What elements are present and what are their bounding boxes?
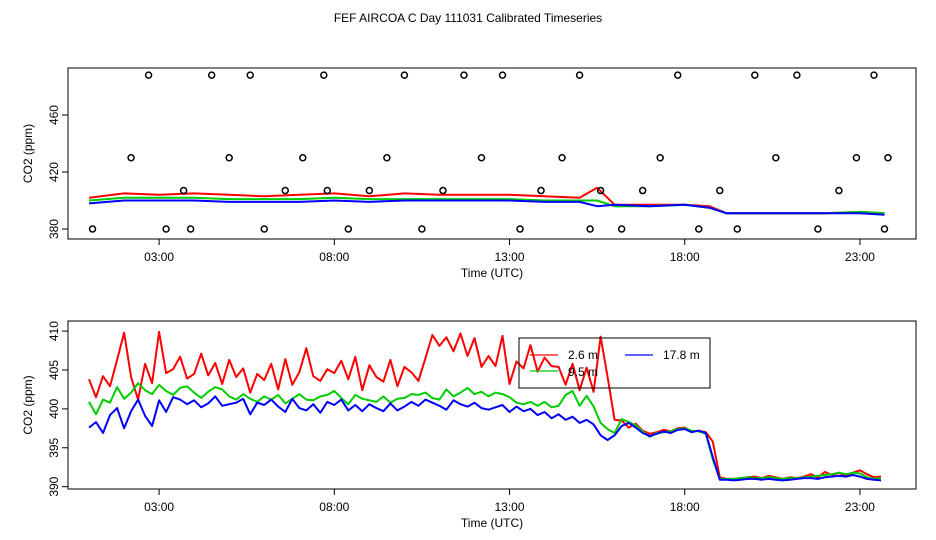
bottom-panel: 03:00 08:00 13:00 18:00 23:00 390 395 400 405 410… (21, 320, 917, 530)
calibration-point (733, 225, 742, 233)
y-tick-label: 395 (47, 437, 61, 457)
calibration-point (127, 154, 135, 162)
calibration-point (638, 186, 647, 195)
calibration-point (439, 186, 447, 195)
x-tick-label: 23:00 (845, 500, 875, 514)
calibration-point (884, 154, 892, 162)
calibration-point (852, 154, 861, 162)
legend-box (518, 337, 711, 389)
y-tick-label: 410 (47, 321, 61, 341)
calibration-point (144, 71, 153, 79)
x-tick-label: 18:00 (670, 500, 700, 514)
calibration-point (793, 71, 801, 79)
calibration-point (225, 154, 233, 162)
calibration-point (88, 225, 97, 233)
x-tick-label: 23:00 (845, 250, 875, 264)
calibration-point (207, 71, 216, 79)
calibration-point (323, 186, 332, 195)
calibration-point (477, 154, 486, 162)
legend-label: 2.6 m (568, 348, 598, 362)
y-tick-label: 400 (47, 399, 61, 419)
series-line-26m (88, 330, 882, 480)
calibration-point (673, 71, 682, 79)
calibration-point (575, 71, 584, 79)
calibration-point (586, 225, 594, 233)
calibration-point (498, 71, 507, 79)
plot-frame (67, 320, 917, 490)
calibration-point (814, 225, 822, 233)
calibration-point (246, 71, 254, 79)
x-tick-label: 13:00 (495, 250, 525, 264)
x-tick-label: 03:00 (144, 250, 174, 264)
calibration-point (418, 225, 426, 233)
calibration-point (400, 71, 409, 79)
y-tick-label: 380 (47, 219, 61, 239)
top-panel: 03:00 08:00 13:00 18:00 23:00 380 420 460 Time (… (21, 67, 917, 280)
calibration-point (537, 186, 545, 195)
calibration-point (320, 71, 328, 79)
calibration-point (716, 186, 724, 195)
calibration-point (516, 225, 524, 233)
calibration-point (179, 186, 188, 195)
x-tick-label: 08:00 (319, 250, 349, 264)
calibration-point (281, 186, 290, 195)
y-tick-label: 390 (47, 476, 61, 496)
calibration-point (383, 154, 391, 162)
calibration-point (344, 225, 353, 233)
x-axis-label: Time (UTC) (461, 516, 523, 530)
calibration-point (751, 71, 759, 79)
series-line-178m (88, 395, 882, 482)
calibration-point (162, 225, 170, 233)
calibration-point (835, 186, 843, 195)
y-tick-label: 420 (47, 162, 61, 182)
calibration-point (596, 186, 605, 195)
x-tick-label: 18:00 (670, 250, 700, 264)
calibration-point (880, 225, 889, 233)
calibration-point (617, 225, 626, 233)
x-axis-label: Time (UTC) (461, 266, 523, 280)
calibration-point (365, 186, 374, 195)
chart-title: FEF AIRCOA C Day 111031 Calibrated Times… (334, 11, 602, 25)
legend-label: 17.8 m (663, 348, 700, 362)
calibration-point (460, 71, 468, 79)
calibration-point (260, 225, 268, 233)
y-tick-label: 460 (47, 105, 61, 125)
calibration-point (772, 154, 780, 162)
calibration-point (299, 154, 307, 162)
calibration-point (186, 225, 195, 233)
x-tick-label: 03:00 (144, 500, 174, 514)
plot-frame (67, 67, 917, 240)
calibration-point (694, 225, 703, 233)
x-tick-label: 13:00 (495, 500, 525, 514)
series-line-178m (88, 199, 885, 216)
y-axis-label: CO2 (ppm) (21, 375, 35, 434)
y-axis-label: CO2 (ppm) (21, 124, 35, 183)
y-tick-label: 405 (47, 360, 61, 380)
calibration-point (558, 154, 566, 162)
calibration-point (870, 71, 878, 79)
legend-label: 9.5 m (568, 365, 598, 379)
x-tick-label: 08:00 (319, 500, 349, 514)
series-line-95m (88, 382, 882, 480)
calibration-point (656, 154, 664, 162)
